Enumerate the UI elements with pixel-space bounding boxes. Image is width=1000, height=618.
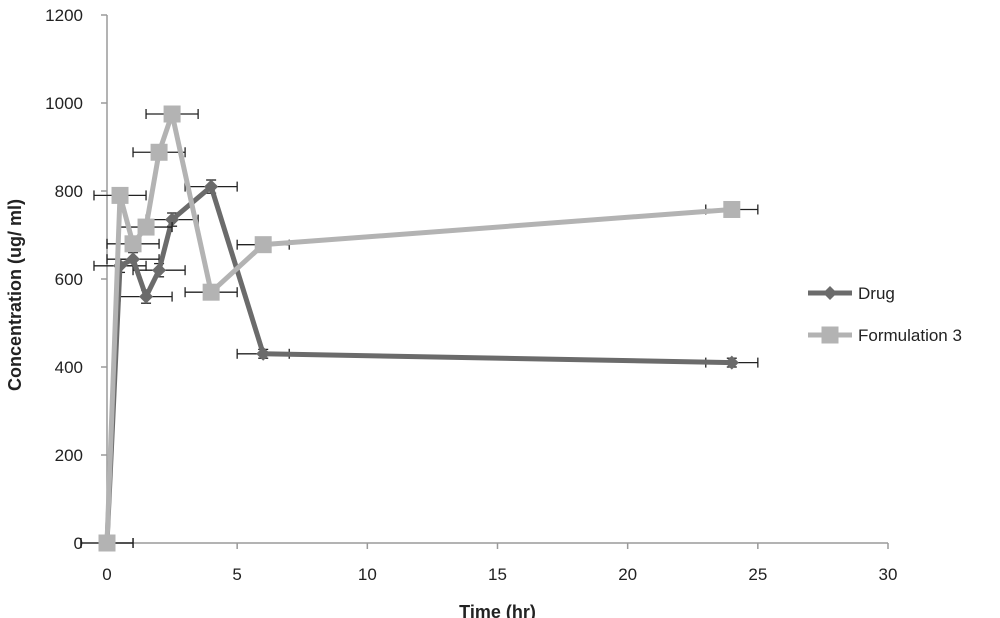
- data-point: [723, 200, 741, 218]
- data-point: [98, 534, 116, 552]
- data-point: [137, 218, 155, 236]
- y-tick-label: 1200: [45, 6, 83, 25]
- legend-item: Formulation 3: [808, 326, 962, 345]
- x-tick-label: 20: [618, 565, 637, 584]
- legend-swatch-marker: [821, 326, 839, 344]
- series-line: [104, 111, 732, 544]
- x-ticks: 0 5 10 15 20 25 30: [102, 543, 897, 584]
- data-point: [150, 143, 168, 161]
- y-axis-title: Concentration (ug/ ml): [5, 199, 25, 391]
- data-point: [139, 289, 154, 304]
- x-tick-label: 0: [102, 565, 111, 584]
- series-1: [80, 179, 759, 550]
- x-tick-label: 25: [748, 565, 767, 584]
- data-point: [202, 283, 220, 301]
- data-point: [254, 236, 272, 254]
- data-point: [256, 346, 271, 361]
- data-point: [165, 212, 180, 227]
- y-tick-label: 200: [55, 446, 83, 465]
- legend-item: Drug: [808, 284, 895, 303]
- x-tick-label: 5: [232, 565, 241, 584]
- data-point: [724, 355, 739, 370]
- y-tick-label: 1000: [45, 94, 83, 113]
- legend-label: Formulation 3: [858, 326, 962, 345]
- legend-label: Drug: [858, 284, 895, 303]
- data-point: [126, 252, 141, 267]
- x-tick-label: 10: [358, 565, 377, 584]
- data-point: [124, 235, 142, 253]
- data-point: [204, 179, 219, 194]
- legend-swatch-marker: [823, 286, 837, 300]
- x-tick-label: 30: [879, 565, 898, 584]
- x-tick-label: 15: [488, 565, 507, 584]
- series-layer: [80, 105, 759, 552]
- data-point: [152, 263, 167, 278]
- data-point: [163, 105, 181, 123]
- error-bars: [80, 108, 759, 548]
- series-2: [80, 105, 759, 552]
- data-point: [111, 186, 129, 204]
- y-tick-label: 400: [55, 358, 83, 377]
- y-tick-label: 600: [55, 270, 83, 289]
- y-tick-label: 800: [55, 182, 83, 201]
- x-axis-title: Time (hr): [459, 602, 536, 618]
- y-tick-label: 0: [74, 534, 83, 553]
- y-ticks: 0 200 400 600 800 1000 1200: [45, 6, 107, 553]
- legend: Drug Formulation 3: [808, 284, 962, 345]
